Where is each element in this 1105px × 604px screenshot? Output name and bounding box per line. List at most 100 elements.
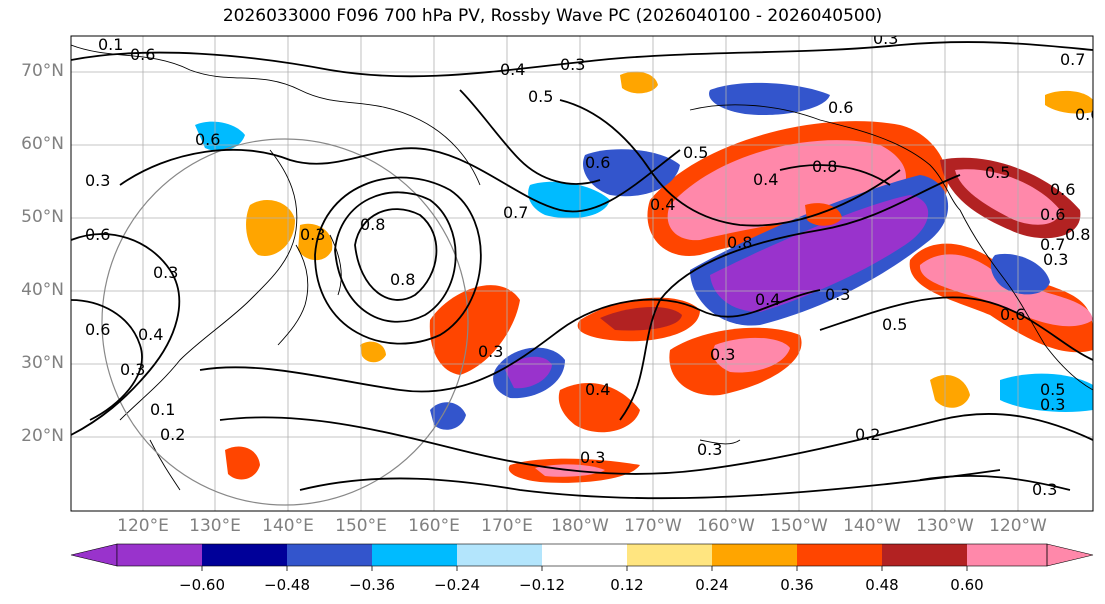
- contour-label: 0.2: [160, 425, 185, 444]
- contour-label: 0.3: [825, 285, 850, 304]
- negative-anomaly-region: [430, 402, 466, 430]
- lon-label: 170°E: [481, 516, 533, 536]
- positive-anomaly-core: [955, 169, 1060, 225]
- lon-label: 120°E: [117, 516, 169, 536]
- colorbar-tick-label: 0.60: [950, 576, 984, 594]
- contour-label: 0.3: [85, 171, 110, 190]
- contour-label: 0.1: [150, 400, 175, 419]
- contour-label: 0.5: [1040, 380, 1065, 399]
- lat-label: 20°N: [21, 426, 64, 446]
- contour-label: 0.6: [130, 45, 155, 64]
- projection-circle: [101, 138, 469, 506]
- map-area: 0.6 0.1 0.3 0.4 0.5 0.6 0.7 0.8 0.5 0.6 …: [71, 29, 1100, 511]
- colorbar-bin: [372, 544, 457, 566]
- colorbar-bin: [967, 544, 1047, 566]
- lon-label: 120°W: [989, 516, 1047, 536]
- contour-label: 0.3: [697, 440, 722, 459]
- contour-label: 0.3: [1040, 395, 1065, 414]
- lon-label: 160°W: [697, 516, 755, 536]
- colorbar-tick-label: −0.36: [349, 576, 395, 594]
- negative-anomaly-region: [1000, 373, 1093, 412]
- colorbar-tick-label: −0.24: [434, 576, 480, 594]
- contour-label: 0.8: [812, 157, 837, 176]
- lat-label: 70°N: [21, 61, 64, 81]
- lon-label: 160°E: [408, 516, 460, 536]
- contour-label: 0.7: [503, 203, 528, 222]
- contour-label: 0.6: [195, 130, 220, 149]
- colorbar-bin: [627, 544, 712, 566]
- contour-label: 0.3: [560, 55, 585, 74]
- positive-anomaly-core: [919, 254, 1093, 327]
- lon-label: 180°W: [551, 516, 609, 536]
- contour-label: 0.2: [855, 425, 880, 444]
- lon-label: 150°W: [770, 516, 828, 536]
- contour-label: 0.3: [873, 29, 898, 48]
- colorbar-extend-low: [70, 543, 118, 567]
- contour-label: 0.6: [585, 153, 610, 172]
- positive-anomaly-region: [558, 382, 640, 433]
- positive-anomaly-region: [1045, 90, 1093, 114]
- colorbar-bin: [457, 544, 542, 566]
- contour-label: 0.7: [1060, 50, 1085, 69]
- negative-anomaly-region: [582, 149, 680, 197]
- colorbar-extend-high: [1046, 543, 1094, 567]
- colorbar-tick-label: −0.60: [179, 576, 225, 594]
- contour-label: 0.6: [1000, 305, 1025, 324]
- contour-label: 0.3: [300, 225, 325, 244]
- contour-label: 0.3: [580, 448, 605, 467]
- positive-anomaly-region: [360, 341, 386, 363]
- contour-label: 0.8: [727, 233, 752, 252]
- contour-label: 0.6: [1050, 180, 1075, 199]
- positive-anomaly-region: [246, 200, 295, 256]
- positive-anomaly-core: [600, 307, 682, 331]
- shading-layer: [195, 71, 1093, 483]
- coastlines: [71, 44, 1093, 491]
- contour-label-group: 0.6 0.1 0.3 0.4 0.5 0.6 0.7 0.8 0.5 0.6 …: [85, 29, 1100, 499]
- colorbar-bin: [712, 544, 797, 566]
- positive-anomaly-region: [298, 223, 333, 261]
- contour-label: 0.5: [882, 315, 907, 334]
- figure-title: 2026033000 F096 700 hPa PV, Rossby Wave …: [222, 6, 883, 26]
- contour-label: 0.4: [755, 290, 780, 309]
- contour-label: 0.4: [500, 60, 525, 79]
- colorbar-bin: [117, 544, 202, 566]
- contour-label: 0.5: [528, 87, 553, 106]
- contour-label: 0.4: [138, 325, 163, 344]
- colorbar: [70, 543, 1094, 571]
- lon-label: 150°E: [335, 516, 387, 536]
- contour-label: 0.4: [585, 380, 610, 399]
- graticule: [71, 36, 1093, 511]
- lon-label: 140°W: [843, 516, 901, 536]
- contour-label: 0.6: [1040, 205, 1065, 224]
- contour-label: 0.3: [710, 345, 735, 364]
- contour-label: 0.3: [1043, 250, 1068, 269]
- colorbar-tick-label: 0.36: [780, 576, 814, 594]
- negative-anomaly-region: [195, 121, 245, 152]
- contour-label: 0.8: [390, 270, 415, 289]
- lon-label: 130°E: [189, 516, 241, 536]
- contour-label: 0.6: [1075, 105, 1100, 124]
- contour-label: 0.5: [985, 163, 1010, 182]
- contour-label: 0.7: [1040, 235, 1065, 254]
- contour-label: 0.5: [683, 143, 708, 162]
- colorbar-bin: [202, 544, 287, 566]
- colorbar-tick-label: −0.12: [519, 576, 565, 594]
- positive-anomaly-core: [667, 140, 907, 241]
- lat-label: 60°N: [21, 134, 64, 154]
- contour-label: 0.3: [120, 360, 145, 379]
- contour-label: 0.3: [478, 342, 503, 361]
- lat-label: 30°N: [21, 353, 64, 373]
- colorbar-bin: [797, 544, 882, 566]
- contour-label: 0.8: [1065, 225, 1090, 244]
- pv-contours: [71, 41, 1093, 500]
- lat-label: 40°N: [21, 280, 64, 300]
- positive-anomaly-region: [930, 375, 970, 408]
- contour-label: 0.8: [360, 215, 385, 234]
- positive-anomaly-region: [225, 446, 260, 480]
- negative-anomaly-region: [990, 253, 1050, 295]
- colorbar-tick-label: 0.48: [865, 576, 899, 594]
- lon-label: 130°W: [916, 516, 974, 536]
- negative-anomaly-core: [505, 356, 552, 389]
- contour-label: 0.3: [153, 263, 178, 282]
- negative-anomaly-core: [710, 195, 929, 312]
